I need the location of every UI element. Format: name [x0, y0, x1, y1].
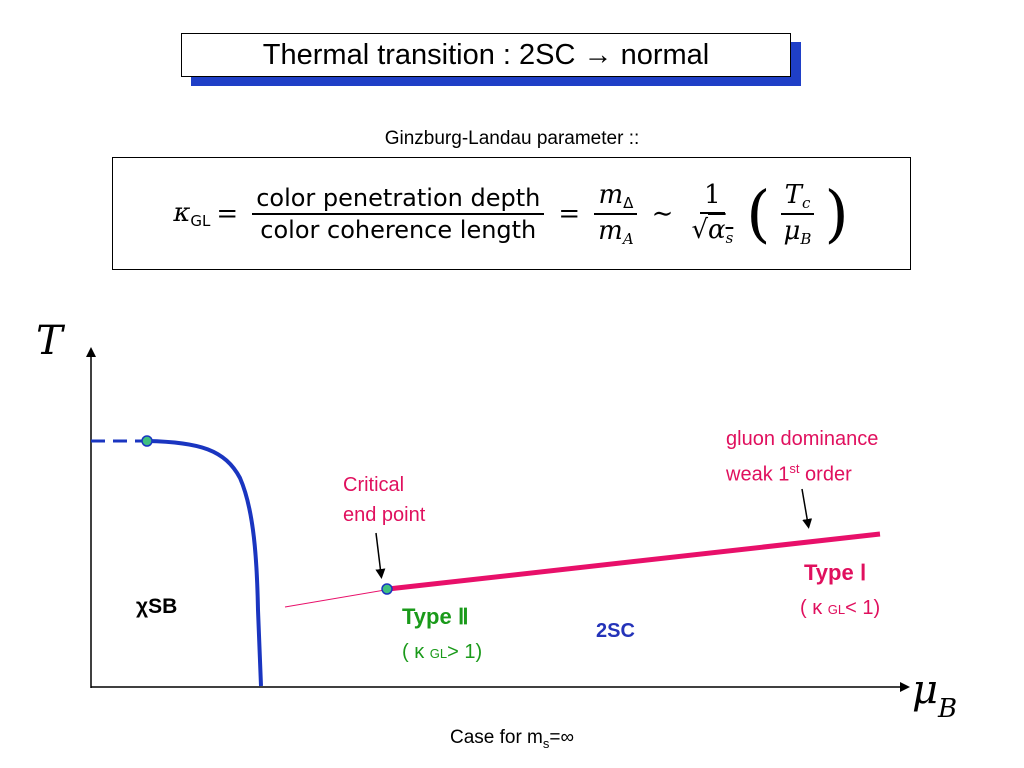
gl-equation: κGL = color penetration depth color cohe… — [113, 158, 910, 269]
fraction-alpha: 1 √αs — [691, 180, 734, 247]
sim-symbol: ∼ — [651, 198, 674, 229]
2sc-phase-label: 2SC — [596, 620, 635, 642]
type-i-label: Type Ⅰ — [804, 560, 867, 585]
critical-end-point-label: Critical end point — [343, 474, 426, 526]
subtitle: Ginzburg-Landau parameter :: — [384, 128, 640, 149]
chemical-potential-axis-label: μB — [912, 667, 958, 724]
weak-first-order-arrow — [801, 488, 813, 529]
critical-point-arrow — [375, 532, 386, 579]
left-paren: ( — [746, 176, 771, 250]
slide-title-frame: Thermal transition : 2SC → normal — [181, 33, 801, 86]
temperature-axis-label: T — [36, 318, 63, 364]
critical-end-point-marker — [381, 583, 393, 595]
kappa-symbol: κGL — [173, 197, 211, 230]
type-ii-label: Type Ⅱ — [402, 604, 469, 629]
case-caption: Case for ms=∞ — [449, 727, 575, 751]
fraction-masses: mΔ mA — [594, 179, 638, 249]
equation-box: κGL = color penetration depth color cohe… — [112, 157, 911, 270]
type-i-condition: ( κ GL< 1) — [800, 597, 881, 619]
crossover-dashed-line — [284, 589, 386, 608]
equals-2: = — [558, 198, 581, 229]
fraction-temperature: Tc μB — [780, 179, 816, 249]
type-ii-condition: ( κ GL> 1) — [402, 641, 483, 663]
chiral-transition-line — [146, 439, 263, 687]
slide-title: Thermal transition : 2SC → normal — [181, 33, 791, 77]
first-order-transition-line — [387, 531, 881, 592]
chiral-symmetry-breaking-label: χSB — [136, 595, 178, 618]
right-paren: ) — [824, 176, 849, 250]
fraction-lengths: color penetration depth color coherence … — [252, 183, 545, 245]
gluon-dominance-label: gluon dominance weak 1st order — [726, 428, 879, 486]
equals-1: = — [216, 198, 239, 229]
chiral-point-marker — [141, 435, 153, 447]
penetration-depth-text: color penetration depth — [252, 183, 545, 215]
coherence-length-text: color coherence length — [260, 215, 537, 244]
